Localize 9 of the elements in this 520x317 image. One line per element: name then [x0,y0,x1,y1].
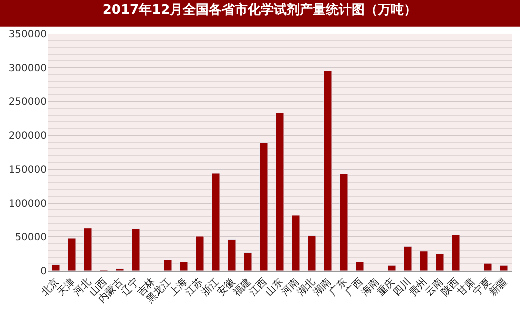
y-tick-label: 250000 [8,97,47,108]
y-tick-label: 0 [40,266,47,278]
y-tick-label: 300000 [8,63,47,74]
y-tick-label: 350000 [8,30,47,40]
y-tick-label: 50000 [15,232,47,244]
chart-title: 2017年12月全国各省市化学试剂产量统计图（万吨） [102,2,418,18]
y-tick-label: 150000 [8,164,47,176]
y-tick-label: 200000 [8,131,47,142]
y-tick-label: 100000 [8,198,47,210]
